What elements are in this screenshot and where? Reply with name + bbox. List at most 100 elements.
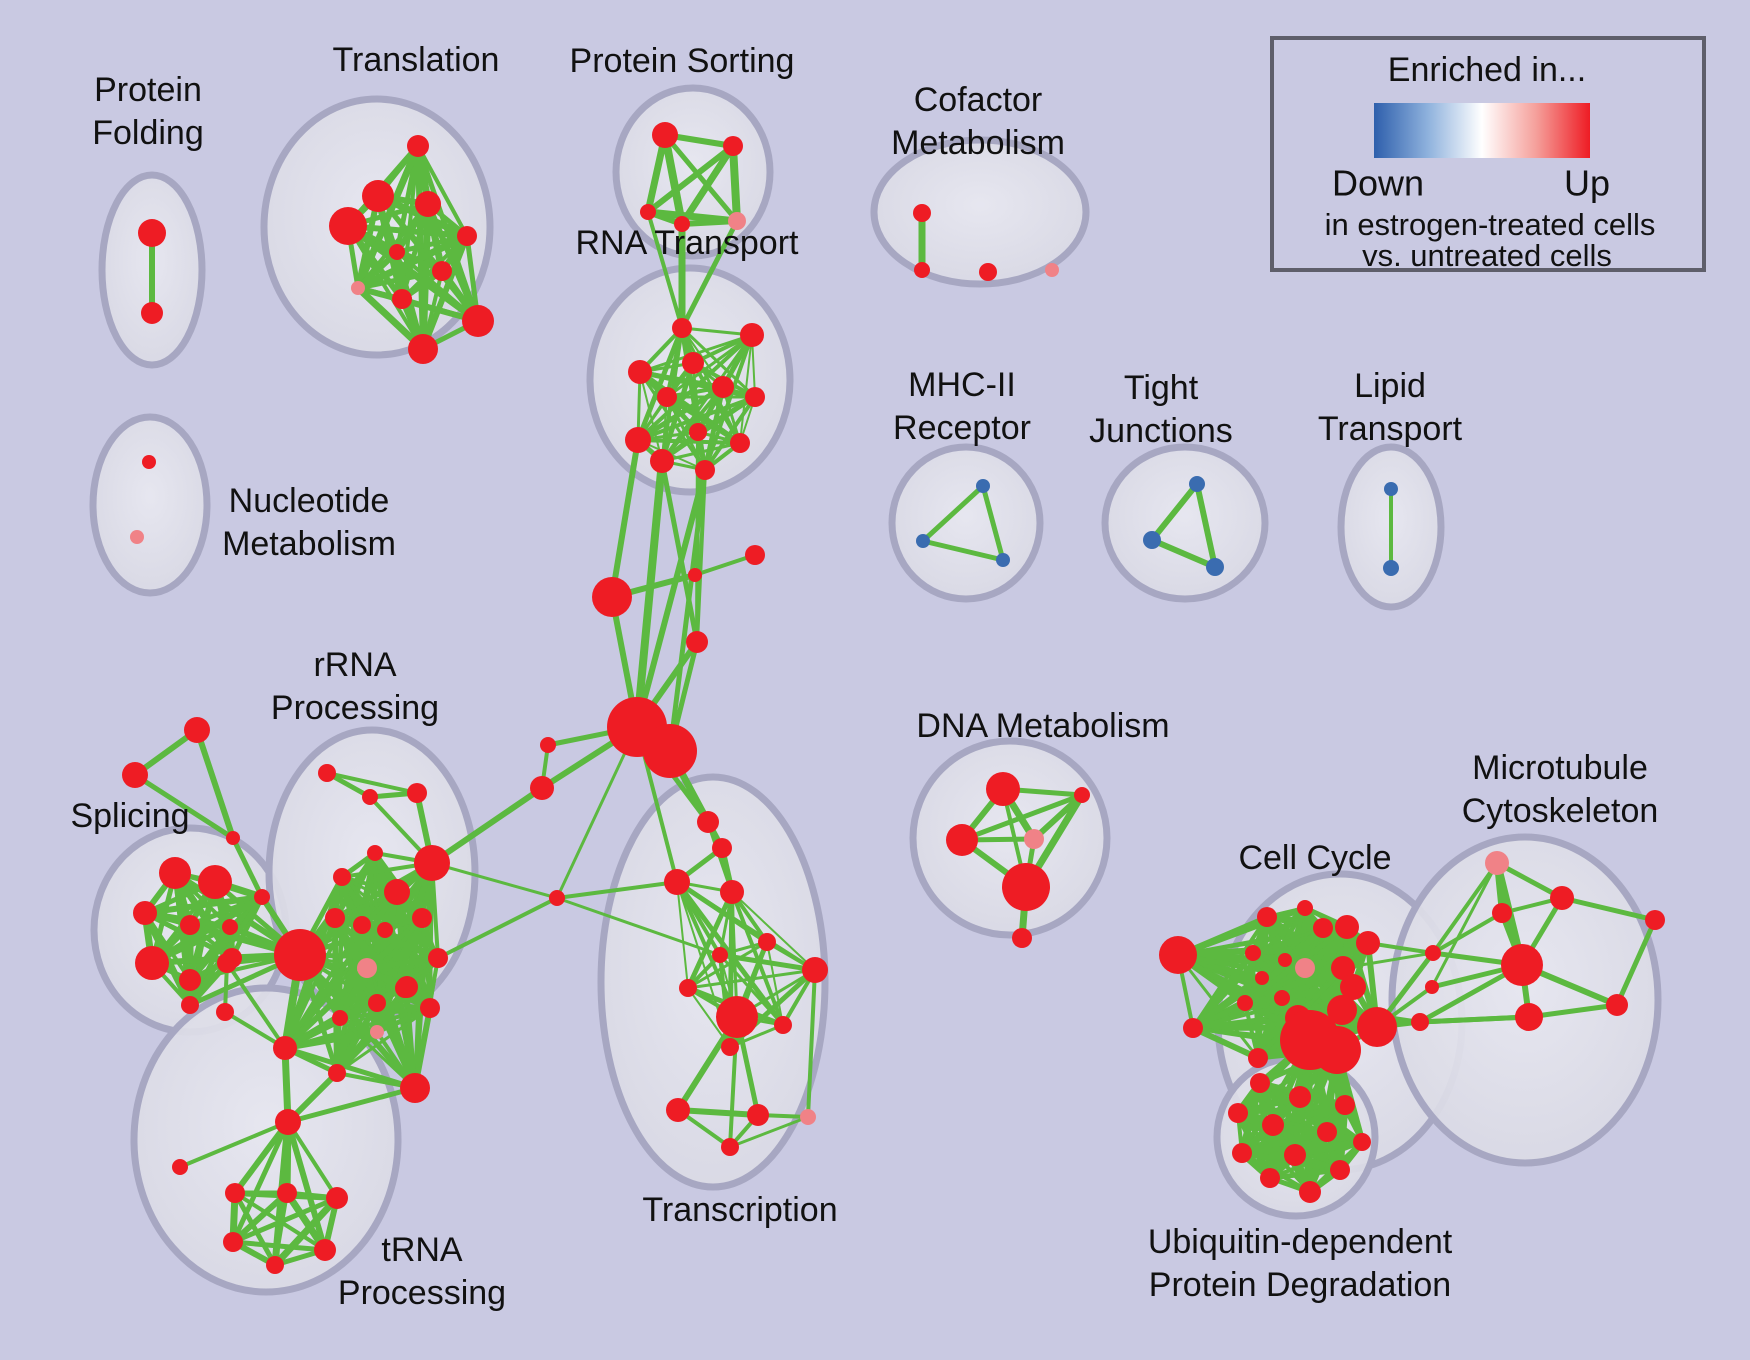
gene-set-node-107 <box>716 996 758 1038</box>
enrichment-edge <box>1559 895 1658 923</box>
enrichment-edge <box>429 785 545 866</box>
cluster-label-rrna-processing-line1: rRNA <box>313 646 396 684</box>
gene-set-node-96 <box>223 1232 243 1252</box>
gene-set-node-106 <box>802 957 828 983</box>
legend-gradient-bar <box>1374 103 1590 158</box>
cluster-bubble-cofactor-metabolism <box>870 136 1090 288</box>
gene-set-node-122 <box>1257 907 1277 927</box>
enrichment-edge <box>364 955 441 971</box>
gene-set-node-19 <box>740 323 764 347</box>
gene-set-node-13 <box>652 122 678 148</box>
enrichment-edge <box>1190 950 1256 1031</box>
enrichment-edge <box>555 880 679 900</box>
gene-set-node-16 <box>674 216 690 232</box>
gene-set-node-101 <box>664 869 690 895</box>
gene-set-node-104 <box>758 933 776 951</box>
enrichment-edge <box>806 968 817 1119</box>
enrichment-edge <box>555 725 639 900</box>
gene-set-node-51 <box>142 455 156 469</box>
enrichment-edge <box>1190 1025 1261 1061</box>
gene-set-node-150 <box>1645 910 1665 930</box>
enrichment-edge <box>686 940 769 990</box>
enrichment-edge <box>637 369 758 400</box>
gene-set-node-82 <box>216 1003 234 1021</box>
enrichment-edge <box>728 1115 810 1149</box>
gene-set-node-61 <box>135 946 169 980</box>
gene-set-node-60 <box>222 919 238 935</box>
enrichment-edge <box>717 952 818 973</box>
gene-set-node-88 <box>420 998 440 1018</box>
enrichment-edge <box>142 894 265 916</box>
enrichment-edge <box>1242 984 1356 1006</box>
enrichment-edge <box>1251 906 1307 955</box>
enrichment-edge <box>1430 861 1499 989</box>
gene-set-node-21 <box>682 352 704 374</box>
enrichment-edge <box>232 1190 278 1268</box>
enrichment-edge <box>959 792 1085 843</box>
gene-set-node-70 <box>367 845 383 861</box>
legend-caption-line2: vs. untreated cells <box>1362 238 1612 273</box>
gene-set-node-143 <box>1492 903 1512 923</box>
enrichment-edge <box>633 457 666 731</box>
enrichment-edge <box>225 961 287 1050</box>
enrichment-edge <box>283 966 369 1050</box>
enrichment-edge <box>1280 941 1370 1000</box>
gene-set-node-135 <box>1327 995 1357 1025</box>
enrichment-edge <box>230 1119 291 1245</box>
gene-set-node-49 <box>1384 482 1398 496</box>
gene-set-node-37 <box>530 776 554 800</box>
gene-set-node-7 <box>389 244 405 260</box>
enrichment-edge <box>148 893 266 967</box>
gene-set-node-48 <box>1206 558 1224 576</box>
enrichment-edge <box>1175 905 1308 958</box>
gene-set-node-95 <box>326 1187 348 1209</box>
cluster-label-cell-cycle: Cell Cycle <box>1238 839 1391 877</box>
gene-set-node-159 <box>1284 1144 1306 1166</box>
cluster-bubble-transcription <box>597 773 829 1191</box>
gene-set-node-69 <box>407 783 427 803</box>
gene-set-node-149 <box>1411 1013 1429 1031</box>
gene-set-node-23 <box>745 387 765 407</box>
cluster-label-mhc-ii-receptor-line1: MHC-II <box>908 366 1016 404</box>
enrichment-edge <box>920 538 1006 563</box>
gene-set-node-129 <box>1335 915 1359 939</box>
gene-set-node-17 <box>728 212 746 230</box>
gene-set-node-11 <box>462 305 494 337</box>
gene-set-node-68 <box>362 789 378 805</box>
gene-set-node-136 <box>1357 1007 1397 1047</box>
enrichment-edge <box>920 483 986 544</box>
cluster-bubble-mhc-ii-receptor <box>888 443 1044 603</box>
gene-set-node-134 <box>1340 974 1366 1000</box>
enrichment-edge <box>333 916 342 1020</box>
cluster-label-rna-transport: RNA Transport <box>576 224 800 262</box>
enrichment-edge <box>1526 1002 1620 1020</box>
gene-set-node-114 <box>986 772 1020 806</box>
gene-set-node-67 <box>318 764 336 782</box>
enrichment-edge <box>685 889 735 991</box>
enrichment-edge <box>1242 965 1346 1006</box>
enrichment-edge <box>425 201 481 324</box>
cluster-label-tight-junctions-line2: Junctions <box>1089 412 1233 450</box>
enrichment-edge <box>354 232 471 292</box>
legend: Enriched in... Down Up in estrogen-treat… <box>1270 36 1706 273</box>
cluster-label-splicing: Splicing <box>70 797 189 835</box>
enrichment-edge <box>430 861 559 900</box>
enrichment-edge <box>232 1119 291 1196</box>
gene-set-node-44 <box>916 534 930 548</box>
gene-set-node-85 <box>400 1073 430 1103</box>
enrichment-edge <box>693 553 757 577</box>
gene-set-node-153 <box>1335 1095 1355 1115</box>
gene-set-node-77 <box>325 908 345 928</box>
gene-set-node-73 <box>384 879 410 905</box>
enrichment-edge <box>230 1239 328 1253</box>
gene-set-node-30 <box>592 577 632 617</box>
enrichment-edge <box>286 1120 339 1200</box>
enrichment-edge <box>230 835 265 900</box>
enrichment-edge <box>675 1107 761 1118</box>
gene-set-node-117 <box>1024 829 1044 849</box>
cluster-label-lipid-transport-line2: Transport <box>1318 410 1463 448</box>
enrichment-edge <box>659 360 696 464</box>
enrichment-edge <box>728 1023 785 1049</box>
